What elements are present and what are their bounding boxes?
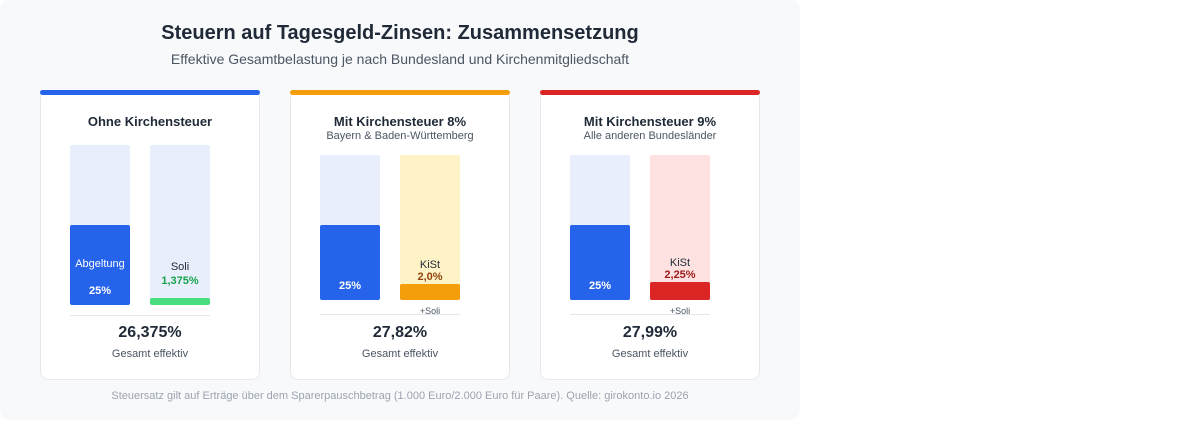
- baseline: [570, 314, 710, 315]
- bar: [150, 298, 210, 305]
- card-accent: [290, 90, 510, 95]
- title: Steuern auf Tagesgeld-Zinsen: Zusammense…: [161, 22, 639, 44]
- subtitle: Effektive Gesamtbelastung je nach Bundes…: [170, 51, 630, 67]
- bar: [400, 284, 460, 300]
- bar-value: 25%: [88, 285, 112, 297]
- bar: [70, 225, 130, 305]
- bar-value: 2,0%: [417, 271, 443, 283]
- total: 27,82%: [372, 324, 428, 341]
- bar-label: KiSt: [419, 259, 441, 271]
- card-subtitle: Alle anderen Bundesländer: [583, 130, 717, 142]
- bar-value: 1,375%: [161, 275, 199, 287]
- total: 26,375%: [118, 324, 182, 341]
- bar-value: 25%: [338, 280, 362, 292]
- total-label: Gesamt effektiv: [611, 348, 689, 360]
- card-accent: [540, 90, 760, 95]
- bar-track: [650, 155, 710, 300]
- bar-note: +Soli: [669, 306, 691, 316]
- total-label: Gesamt effektiv: [111, 348, 189, 360]
- bar-value: 25%: [588, 280, 612, 292]
- bar-track: [150, 145, 210, 305]
- card-accent: [40, 90, 260, 95]
- total-label: Gesamt effektiv: [361, 348, 439, 360]
- card-title: Mit Kirchensteuer 8%: [333, 114, 467, 129]
- footer: Steuersatz gilt auf Erträge über dem Spa…: [111, 390, 689, 402]
- bar: [650, 282, 710, 300]
- bar-label: KiSt: [669, 257, 691, 269]
- panel: Steuern auf Tagesgeld-Zinsen: Zusammense…: [40, 22, 760, 402]
- bar-label: Soli: [170, 261, 190, 273]
- card-title: Mit Kirchensteuer 9%: [583, 114, 717, 129]
- bar-track: [400, 155, 460, 300]
- bar-note: +Soli: [419, 306, 441, 316]
- bar: [320, 225, 380, 300]
- total: 27,99%: [622, 324, 678, 341]
- bar-value: 2,25%: [664, 269, 696, 281]
- baseline: [320, 314, 460, 315]
- card-title: Ohne Kirchensteuer: [87, 114, 213, 129]
- bar-label: Abgeltung: [75, 258, 125, 270]
- card-subtitle: Bayern & Baden-Württemberg: [326, 130, 474, 142]
- bar: [570, 225, 630, 300]
- baseline: [70, 315, 210, 316]
